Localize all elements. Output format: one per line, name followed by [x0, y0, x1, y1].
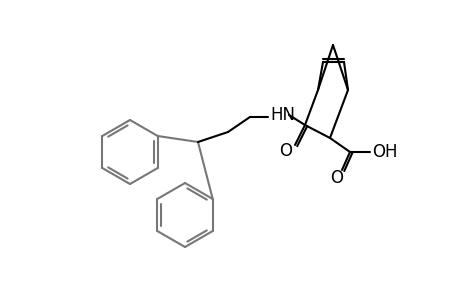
Text: HN: HN: [269, 106, 294, 124]
Text: O: O: [330, 169, 343, 187]
Text: O: O: [279, 142, 292, 160]
Text: OH: OH: [371, 143, 397, 161]
